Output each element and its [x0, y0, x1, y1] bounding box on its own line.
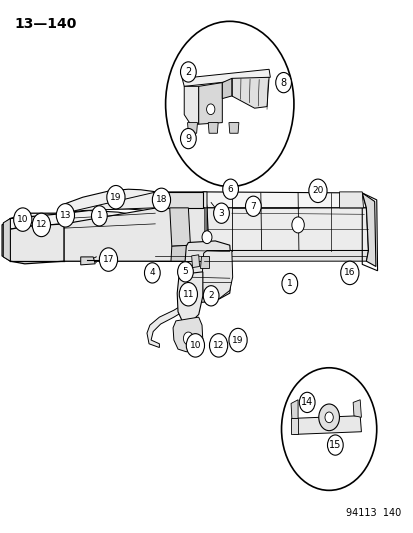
Text: 10: 10 [189, 341, 201, 350]
Text: 2: 2 [185, 67, 191, 77]
Polygon shape [64, 211, 155, 229]
Text: 5: 5 [182, 268, 188, 276]
Polygon shape [231, 77, 268, 108]
Polygon shape [290, 418, 297, 434]
Circle shape [107, 185, 125, 209]
Text: 14: 14 [300, 398, 313, 407]
Polygon shape [81, 257, 95, 265]
Polygon shape [361, 193, 375, 266]
Circle shape [340, 261, 358, 285]
Polygon shape [10, 213, 66, 229]
Text: 11: 11 [182, 290, 194, 298]
Polygon shape [198, 83, 222, 124]
Polygon shape [64, 208, 204, 261]
Polygon shape [291, 416, 361, 434]
Text: 1: 1 [286, 279, 292, 288]
Polygon shape [147, 272, 188, 348]
Circle shape [99, 248, 117, 271]
Circle shape [186, 334, 204, 357]
Text: 20: 20 [311, 187, 323, 195]
Text: 94113  140: 94113 140 [346, 508, 401, 518]
Text: 10: 10 [17, 215, 28, 224]
Polygon shape [3, 219, 10, 261]
Text: 12: 12 [212, 341, 224, 350]
Circle shape [209, 334, 227, 357]
Circle shape [308, 179, 326, 203]
Text: 19: 19 [110, 193, 121, 201]
Polygon shape [184, 241, 231, 303]
Polygon shape [64, 189, 156, 213]
Polygon shape [206, 251, 368, 261]
Circle shape [56, 204, 74, 227]
Circle shape [179, 282, 197, 306]
Circle shape [324, 412, 332, 423]
Polygon shape [184, 86, 198, 124]
Polygon shape [182, 69, 270, 86]
Text: 13—140: 13—140 [14, 17, 77, 31]
Circle shape [165, 21, 293, 187]
Text: 2: 2 [208, 292, 214, 300]
Circle shape [245, 196, 261, 216]
Circle shape [281, 368, 376, 490]
Polygon shape [222, 78, 231, 99]
Polygon shape [202, 251, 232, 298]
Polygon shape [187, 123, 197, 133]
Circle shape [228, 328, 247, 352]
Circle shape [14, 208, 32, 231]
Polygon shape [156, 192, 202, 208]
Text: 15: 15 [328, 440, 341, 450]
Polygon shape [208, 123, 218, 133]
Circle shape [275, 72, 291, 93]
Text: 13: 13 [59, 211, 71, 220]
Text: 17: 17 [102, 255, 114, 264]
Polygon shape [352, 400, 361, 417]
Polygon shape [64, 192, 206, 213]
Polygon shape [191, 255, 199, 268]
Text: 7: 7 [250, 202, 256, 211]
Text: 9: 9 [185, 134, 191, 143]
Polygon shape [173, 317, 202, 352]
Text: 19: 19 [232, 336, 243, 344]
Circle shape [222, 179, 238, 199]
Polygon shape [290, 400, 297, 418]
Polygon shape [2, 219, 10, 261]
Text: 4: 4 [149, 269, 155, 277]
Polygon shape [10, 224, 64, 264]
Polygon shape [171, 245, 190, 261]
Circle shape [180, 128, 196, 149]
Circle shape [213, 203, 229, 223]
Circle shape [177, 262, 193, 282]
Circle shape [202, 231, 211, 244]
Text: 3: 3 [218, 209, 224, 217]
Polygon shape [153, 192, 206, 261]
Circle shape [180, 62, 196, 82]
Circle shape [327, 435, 342, 455]
Polygon shape [199, 256, 209, 268]
Circle shape [152, 188, 170, 212]
Circle shape [203, 286, 218, 306]
Circle shape [91, 206, 107, 226]
Circle shape [291, 217, 304, 233]
Text: 8: 8 [280, 78, 286, 87]
Circle shape [281, 273, 297, 294]
Circle shape [206, 104, 214, 115]
Circle shape [299, 392, 314, 413]
Polygon shape [64, 221, 155, 261]
Polygon shape [228, 123, 238, 133]
Text: 18: 18 [155, 196, 167, 204]
Text: 1: 1 [96, 212, 102, 220]
Text: 6: 6 [227, 185, 233, 193]
Circle shape [183, 332, 193, 345]
Circle shape [144, 263, 160, 283]
Polygon shape [339, 192, 363, 208]
Polygon shape [206, 208, 368, 251]
Polygon shape [202, 192, 366, 208]
Circle shape [318, 404, 339, 431]
Text: 16: 16 [343, 269, 355, 277]
Text: 12: 12 [36, 221, 47, 229]
Polygon shape [169, 208, 190, 246]
Polygon shape [177, 272, 202, 322]
Circle shape [32, 213, 50, 237]
